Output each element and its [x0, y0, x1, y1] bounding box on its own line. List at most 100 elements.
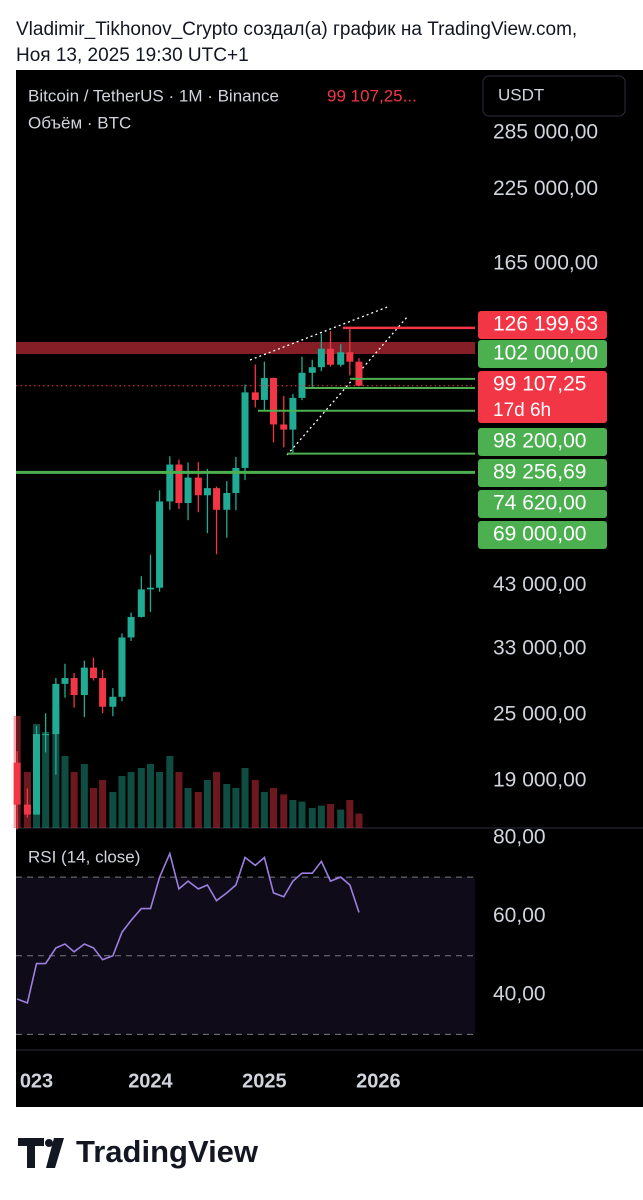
rsi-band — [16, 877, 475, 1035]
candle-body — [156, 501, 164, 588]
candle-body — [270, 377, 278, 425]
candle-body — [203, 488, 211, 496]
volume-bar — [280, 794, 288, 828]
candle-body — [89, 667, 97, 679]
volume-bar — [241, 768, 249, 828]
volume-bar — [203, 780, 211, 828]
volume-bar — [184, 788, 192, 828]
price-label: 69 000,00 — [493, 523, 586, 546]
candle-body — [42, 734, 50, 736]
date-line: Ноя 13, 2025 19:30 UTC+1 — [16, 45, 249, 66]
volume-bar — [232, 788, 240, 828]
candle-body — [194, 477, 202, 496]
volume-bar — [175, 772, 183, 828]
brand-logo — [18, 1138, 64, 1168]
rsi-line — [16, 851, 360, 1004]
volume-bar — [89, 788, 97, 828]
volume-bar — [70, 772, 78, 828]
candle-body — [308, 367, 316, 373]
volume-bar — [118, 776, 126, 828]
countdown: 17d 6h — [493, 400, 551, 421]
candle-body — [241, 392, 249, 468]
candle-body — [52, 683, 60, 735]
price-label: 98 200,00 — [493, 430, 586, 453]
candle-body — [175, 464, 183, 504]
price-label-box — [478, 311, 607, 339]
candle-body — [213, 488, 221, 510]
volume-bar — [298, 801, 306, 828]
price-label-box — [478, 371, 607, 423]
author-line: Vladimir_Tikhonov_Crypto создал(а) графи… — [16, 19, 577, 40]
candle-body — [118, 637, 126, 697]
y-tick-label: 225 000,00 — [493, 177, 598, 200]
price-label-box — [478, 428, 607, 456]
volume-bar — [326, 804, 334, 828]
price-label-box — [478, 521, 607, 549]
price-label: 74 620,00 — [493, 492, 586, 515]
logo-dot — [45, 1139, 53, 1147]
x-tick-label: 2025 — [242, 1070, 287, 1092]
volume-bar — [223, 784, 231, 828]
volume-bar — [251, 780, 259, 828]
candle-body — [355, 361, 363, 386]
candle-body — [337, 352, 345, 365]
x-tick-label: 023 — [20, 1070, 53, 1092]
x-tick-label: 2024 — [128, 1070, 173, 1092]
candle-body — [109, 696, 117, 707]
price-label: 99 107,25 — [493, 373, 586, 396]
rsi-tick-label: 80,00 — [493, 825, 546, 848]
candle-body — [280, 424, 288, 430]
candle-body — [251, 392, 259, 400]
price-label: 89 256,69 — [493, 461, 586, 484]
x-tick-label: 2026 — [356, 1070, 401, 1092]
volume-bar — [109, 792, 117, 828]
last-price: 99 107,25... — [327, 86, 417, 105]
resistance-zone — [16, 342, 475, 354]
rsi-tick-label: 60,00 — [493, 904, 546, 927]
candle-body — [146, 587, 154, 590]
candle-body — [166, 464, 174, 502]
y-tick-label: 25 000,00 — [493, 703, 586, 726]
candle-body — [99, 678, 107, 707]
volume-bar — [355, 813, 363, 828]
volume-bar — [213, 772, 221, 828]
price-label-box — [478, 490, 607, 518]
currency-label[interactable]: USDT — [498, 85, 544, 104]
volume-title: Объём · BTC — [28, 113, 131, 132]
candle-body — [232, 467, 240, 493]
symbol-title: Bitcoin / TetherUS · 1M · Binance — [28, 86, 279, 105]
y-tick-label: 19 000,00 — [493, 768, 586, 791]
volume-bar — [317, 805, 325, 828]
y-tick-label: 33 000,00 — [493, 636, 586, 659]
rsi-title: RSI (14, close) — [28, 847, 140, 866]
candle-body — [127, 616, 135, 638]
volume-bar — [137, 768, 145, 828]
y-tick-label: 165 000,00 — [493, 251, 598, 274]
candle-body — [23, 804, 31, 815]
candle-body — [13, 762, 21, 805]
volume-bar — [99, 780, 107, 828]
candle-body — [326, 348, 334, 365]
price-label: 102 000,00 — [493, 342, 598, 365]
volume-bar — [270, 788, 278, 828]
candle-body — [289, 397, 297, 430]
volume-bar — [308, 808, 316, 828]
y-tick-label: 285 000,00 — [493, 121, 598, 144]
candle-body — [260, 377, 268, 400]
candle-body — [137, 589, 145, 617]
logo-icon — [18, 1138, 64, 1168]
volume-bar — [194, 792, 202, 828]
volume-bar — [346, 800, 354, 828]
price-label-box — [478, 459, 607, 487]
volume-bar — [156, 772, 164, 828]
candle-body — [33, 734, 41, 815]
candle-body — [184, 477, 192, 504]
volume-bar — [42, 732, 50, 828]
candle-body — [70, 678, 78, 696]
volume-bar — [166, 756, 174, 828]
volume-bar — [260, 792, 268, 828]
currency-button[interactable] — [482, 75, 626, 117]
volume-bar — [127, 772, 135, 828]
